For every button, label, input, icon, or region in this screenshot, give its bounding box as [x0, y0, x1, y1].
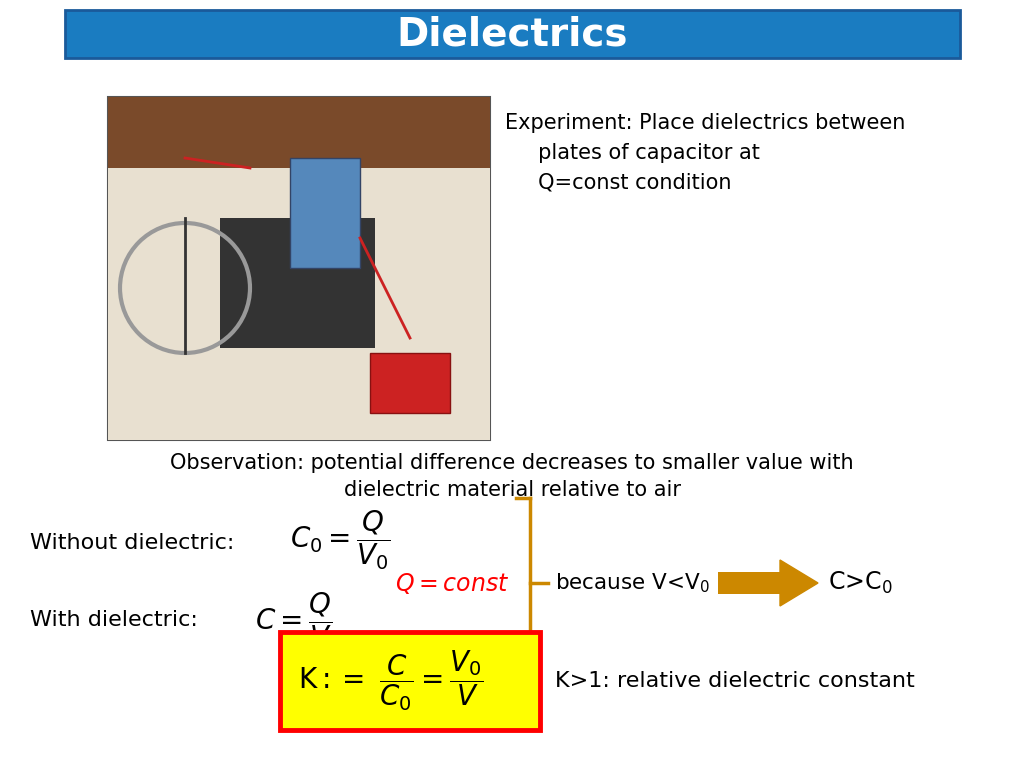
Text: Without dielectric:: Without dielectric:: [30, 533, 234, 553]
Text: Observation: potential difference decreases to smaller value with: Observation: potential difference decrea…: [170, 453, 854, 473]
FancyBboxPatch shape: [220, 218, 375, 348]
FancyBboxPatch shape: [108, 97, 490, 168]
Text: because V<V$_0$: because V<V$_0$: [555, 571, 710, 594]
FancyBboxPatch shape: [108, 168, 490, 440]
Polygon shape: [780, 560, 818, 606]
Text: Dielectrics: Dielectrics: [396, 15, 628, 53]
FancyBboxPatch shape: [280, 632, 540, 730]
Text: $\mathrm{K: =}\ \dfrac{C}{C_0} = \dfrac{V_0}{V}$: $\mathrm{K: =}\ \dfrac{C}{C_0} = \dfrac{…: [298, 649, 483, 713]
Text: $C_0 = \dfrac{Q}{V_0}$: $C_0 = \dfrac{Q}{V_0}$: [290, 508, 391, 571]
Text: $Q = const$: $Q = const$: [395, 571, 509, 595]
FancyBboxPatch shape: [65, 10, 961, 58]
FancyBboxPatch shape: [108, 97, 490, 440]
Text: $C = \dfrac{Q}{V}$: $C = \dfrac{Q}{V}$: [255, 591, 332, 649]
Text: Experiment: Place dielectrics between
     plates of capacitor at
     Q=const c: Experiment: Place dielectrics between pl…: [505, 114, 905, 193]
FancyBboxPatch shape: [718, 572, 780, 594]
Text: C>C$_0$: C>C$_0$: [828, 570, 893, 596]
FancyBboxPatch shape: [290, 158, 360, 268]
Text: dielectric material relative to air: dielectric material relative to air: [343, 480, 681, 500]
Text: K>1: relative dielectric constant: K>1: relative dielectric constant: [555, 671, 914, 691]
Text: With dielectric:: With dielectric:: [30, 610, 198, 630]
FancyBboxPatch shape: [370, 353, 450, 413]
